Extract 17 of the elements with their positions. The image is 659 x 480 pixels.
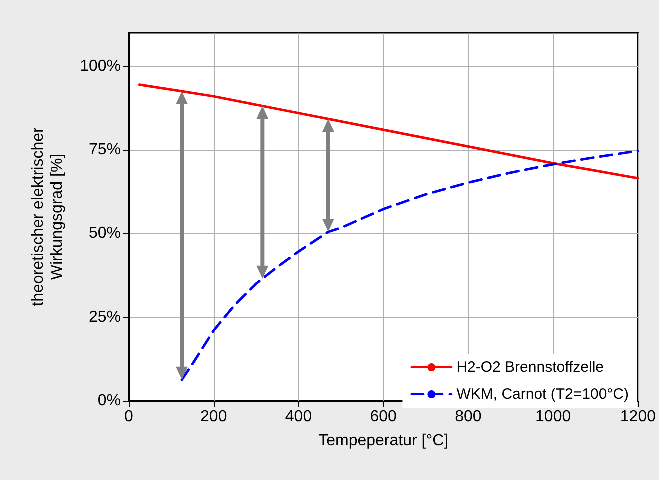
x-tick-label: 400 <box>285 408 312 426</box>
y-tick-label: 75% <box>88 142 121 159</box>
y-tick-label: 50% <box>88 225 121 242</box>
legend-label: WKM, Carnot (T2=100°C) <box>456 386 630 403</box>
y-tick-label: 25% <box>88 308 121 326</box>
y-axis-title: theoretischer elektrischer Wirkungsgrad [%] <box>30 126 66 306</box>
x-tick-label: 0 <box>124 408 134 426</box>
legend-label: H2-O2 Brennstoffzelle <box>456 359 604 376</box>
x-tick-label: 1200 <box>620 408 656 426</box>
y-tick-label: 100% <box>80 58 121 75</box>
x-tick-label: 600 <box>370 408 398 426</box>
x-tick-label: 200 <box>200 408 228 426</box>
line-series <box>138 84 640 180</box>
x-axis-title: Tempeperatur [°C] <box>318 432 449 450</box>
x-tick-label: 1000 <box>536 408 572 426</box>
y-tick-label: 0% <box>98 392 121 410</box>
x-tick-label: 800 <box>455 408 482 426</box>
